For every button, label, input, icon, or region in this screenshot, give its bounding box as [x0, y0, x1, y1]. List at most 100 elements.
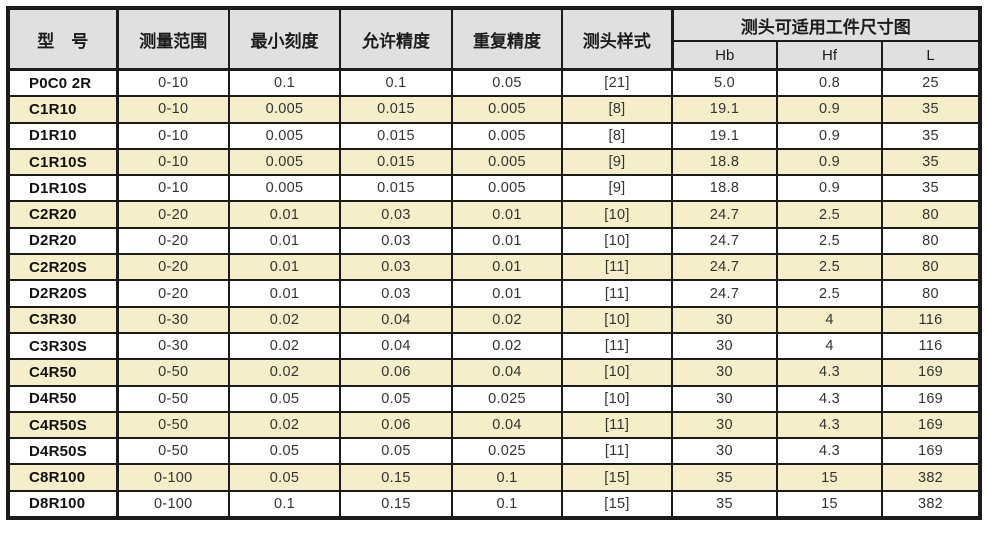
value-cell: 24.7 — [671, 253, 778, 282]
value-cell: 5.0 — [671, 68, 778, 98]
value-cell: 30 — [671, 384, 778, 413]
table-row: C1R10 0-10 0.005 0.015 0.005 [8] 19.1 0.9 35 — [7, 95, 982, 124]
value-cell: 0-30 — [116, 331, 230, 361]
value-cell: 4.3 — [776, 358, 883, 387]
model-cell: C1R10 — [7, 95, 119, 124]
value-cell: 0.015 — [339, 174, 453, 203]
value-cell: 4.3 — [776, 410, 883, 440]
value-cell: 30 — [671, 358, 778, 387]
value-cell: 0.02 — [228, 331, 341, 361]
value-cell: 116 — [880, 305, 982, 334]
value-cell: 0.01 — [451, 253, 563, 282]
value-cell: 30 — [671, 305, 778, 334]
value-cell: 0.05 — [451, 68, 563, 98]
value-cell: [15] — [561, 489, 673, 520]
value-cell: 0-20 — [116, 226, 230, 256]
value-cell: 35 — [671, 463, 778, 492]
model-cell: D4R50S — [7, 437, 119, 466]
value-cell: 35 — [880, 147, 982, 177]
value-cell: [10] — [561, 200, 673, 229]
model-cell: C3R30S — [7, 331, 119, 361]
value-cell: 0.01 — [228, 279, 341, 308]
value-cell: 0-20 — [116, 279, 230, 308]
value-cell: 0-10 — [116, 147, 230, 177]
value-cell: [10] — [561, 305, 673, 334]
value-cell: 0-50 — [116, 358, 230, 387]
value-cell: 25 — [880, 68, 982, 98]
table-body: P0C0 2R 0-10 0.1 0.1 0.05 [21] 5.0 0.8 25 C1R10 0-… — [7, 68, 982, 520]
value-cell: 18.8 — [671, 174, 778, 203]
table-row: C2R20S 0-20 0.01 0.03 0.01 [11] 24.7 2.5 80 — [7, 253, 982, 282]
value-cell: 0-30 — [116, 305, 230, 334]
value-cell: 2.5 — [776, 279, 883, 308]
value-cell: 0.15 — [339, 463, 453, 492]
value-cell: 382 — [880, 463, 982, 492]
table-row: C4R50 0-50 0.02 0.06 0.04 [10] 30 4.3 169 — [7, 358, 982, 387]
value-cell: 0.9 — [776, 95, 883, 124]
value-cell: [15] — [561, 463, 673, 492]
value-cell: [11] — [561, 253, 673, 282]
model-cell: D4R50 — [7, 384, 119, 413]
value-cell: 30 — [671, 331, 778, 361]
value-cell: 18.8 — [671, 147, 778, 177]
value-cell: 0.01 — [451, 279, 563, 308]
table-row: D2R20 0-20 0.01 0.03 0.01 [10] 24.7 2.5 80 — [7, 226, 982, 256]
value-cell: 2.5 — [776, 200, 883, 229]
value-cell: 35 — [880, 95, 982, 124]
value-cell: 382 — [880, 489, 982, 520]
model-cell: C3R30 — [7, 305, 119, 334]
table-row: C8R100 0-100 0.05 0.15 0.1 [15] 35 15 382 — [7, 463, 982, 492]
value-cell: 0.015 — [339, 95, 453, 124]
value-cell: 4.3 — [776, 384, 883, 413]
value-cell: 0.06 — [339, 410, 453, 440]
value-cell: [10] — [561, 358, 673, 387]
value-cell: 35 — [880, 174, 982, 203]
model-cell: P0C0 2R — [7, 68, 119, 98]
value-cell: 0-10 — [116, 95, 230, 124]
value-cell: 24.7 — [671, 279, 778, 308]
value-cell: 35 — [880, 121, 982, 150]
model-cell: C8R100 — [7, 463, 119, 492]
table-row: D8R100 0-100 0.1 0.15 0.1 [15] 35 15 382 — [7, 489, 982, 520]
value-cell: [21] — [561, 68, 673, 98]
value-cell: [8] — [561, 121, 673, 150]
value-cell: 80 — [880, 226, 982, 256]
model-cell: C4R50S — [7, 410, 119, 440]
value-cell: 0.005 — [228, 95, 341, 124]
value-cell: 0-10 — [116, 121, 230, 150]
value-cell: 0-50 — [116, 437, 230, 466]
value-cell: 24.7 — [671, 226, 778, 256]
value-cell: 0.04 — [451, 358, 563, 387]
table-row: C2R20 0-20 0.01 0.03 0.01 [10] 24.7 2.5 80 — [7, 200, 982, 229]
model-cell: D1R10 — [7, 121, 119, 150]
value-cell: 0.005 — [451, 174, 563, 203]
value-cell: 0-20 — [116, 253, 230, 282]
table-row: C4R50S 0-50 0.02 0.06 0.04 [11] 30 4.3 169 — [7, 410, 982, 440]
value-cell: 0-50 — [116, 384, 230, 413]
column-header-probe-style: 测头样式 — [561, 7, 673, 71]
model-cell: C2R20 — [7, 200, 119, 229]
value-cell: 0.06 — [339, 358, 453, 387]
table-header: 型 号 测量范围 最小刻度 允许精度 重复精度 测头样式 测头可适用工件尺寸图 … — [7, 7, 982, 71]
value-cell: 80 — [880, 253, 982, 282]
value-cell: [11] — [561, 331, 673, 361]
value-cell: 19.1 — [671, 95, 778, 124]
value-cell: 0.01 — [228, 200, 341, 229]
column-header-repeat-accuracy: 重复精度 — [451, 7, 563, 71]
header-row-main: 型 号 测量范围 最小刻度 允许精度 重复精度 测头样式 测头可适用工件尺寸图 — [7, 7, 982, 71]
value-cell: 80 — [880, 200, 982, 229]
value-cell: 0.9 — [776, 121, 883, 150]
value-cell: 0.9 — [776, 147, 883, 177]
spec-sheet: 型 号 测量范围 最小刻度 允许精度 重复精度 测头样式 测头可适用工件尺寸图 … — [6, 6, 983, 542]
value-cell: 169 — [880, 410, 982, 440]
value-cell: 0.05 — [228, 384, 341, 413]
column-header-size-group: 测头可适用工件尺寸图 — [670, 7, 982, 42]
model-cell: D1R10S — [7, 174, 119, 203]
value-cell: 0.02 — [451, 305, 563, 334]
value-cell: [9] — [561, 174, 673, 203]
model-cell: C1R10S — [7, 147, 119, 177]
value-cell: 0.04 — [339, 331, 453, 361]
value-cell: [10] — [561, 384, 673, 413]
value-cell: 0.01 — [451, 226, 563, 256]
value-cell: 0.025 — [451, 384, 563, 413]
